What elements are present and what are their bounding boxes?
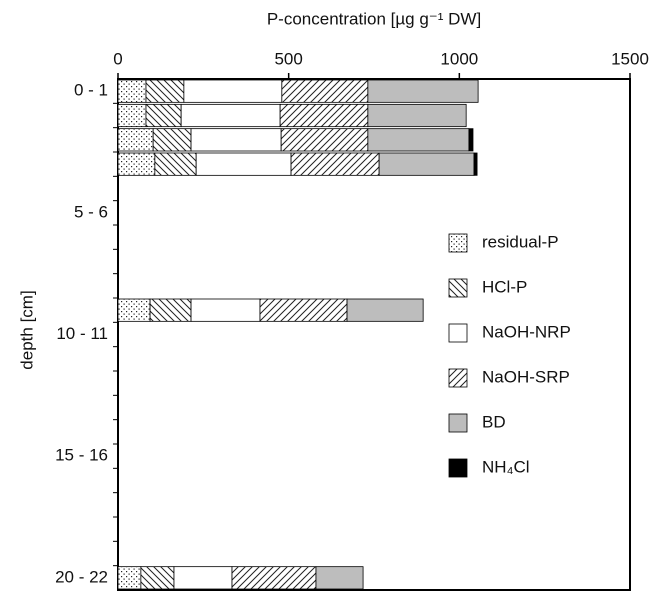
bar-segment — [117, 103, 147, 128]
legend-swatch — [448, 458, 468, 478]
legend-label: residual-P — [482, 232, 559, 251]
x-axis-label: P-concentration [µg g⁻¹ DW] — [267, 9, 481, 28]
legend-label: NaOH-SRP — [482, 367, 570, 386]
bar-segment — [140, 566, 175, 590]
y-tick-label: 5 - 6 — [74, 202, 108, 221]
bar-segment — [315, 566, 364, 590]
x-tick-label: 500 — [274, 49, 302, 68]
legend-swatch — [448, 368, 468, 388]
bar-segment — [367, 103, 467, 128]
legend-label: NaOH-NRP — [482, 322, 571, 341]
bar-segment — [190, 128, 282, 152]
y-axis-label: depth [cm] — [17, 290, 36, 369]
bar-segment — [367, 79, 479, 103]
bar-segment — [145, 103, 182, 128]
bar-segment — [154, 152, 197, 176]
bar-segment — [173, 566, 233, 590]
x-tick-label: 1000 — [440, 49, 478, 68]
bar-segment — [290, 152, 380, 176]
bar-segment — [145, 79, 185, 103]
bar-segment — [280, 128, 369, 152]
y-tick-label: 10 - 11 — [56, 324, 108, 343]
bar-segment — [468, 128, 474, 152]
bar-segment — [180, 103, 281, 128]
bar-segment — [279, 103, 369, 128]
y-tick-label: 20 - 22 — [55, 567, 108, 586]
legend-label: NH₄Cl — [482, 457, 530, 476]
bar-segment — [281, 79, 369, 103]
legend-swatch — [448, 233, 468, 253]
bar-segment — [231, 566, 317, 590]
y-tick-label: 15 - 16 — [55, 446, 108, 465]
bar-segment — [183, 79, 283, 103]
bar-segment — [149, 298, 192, 322]
bar-segment — [117, 128, 154, 152]
plot-frame — [117, 78, 631, 591]
bar-segment — [117, 566, 142, 590]
bar-segment — [346, 298, 424, 322]
y-tick-label: 0 - 1 — [74, 81, 108, 100]
legend-swatch — [448, 413, 468, 433]
bar-segment — [195, 152, 292, 176]
legend-swatch — [448, 323, 468, 343]
legend-swatch — [448, 278, 468, 298]
bar-segment — [152, 128, 192, 152]
legend-label: HCl-P — [482, 277, 527, 296]
legend-label: BD — [482, 412, 506, 431]
x-tick-label: 1500 — [611, 49, 649, 68]
bar-segment — [259, 298, 348, 322]
bar-segment — [117, 79, 147, 103]
bar-segment — [473, 152, 478, 176]
bar-segment — [367, 128, 470, 152]
bar-segment — [378, 152, 475, 176]
bar-segment — [117, 152, 156, 176]
bar-segment — [117, 298, 151, 322]
bar-segment — [190, 298, 261, 322]
x-tick-label: 0 — [113, 49, 122, 68]
